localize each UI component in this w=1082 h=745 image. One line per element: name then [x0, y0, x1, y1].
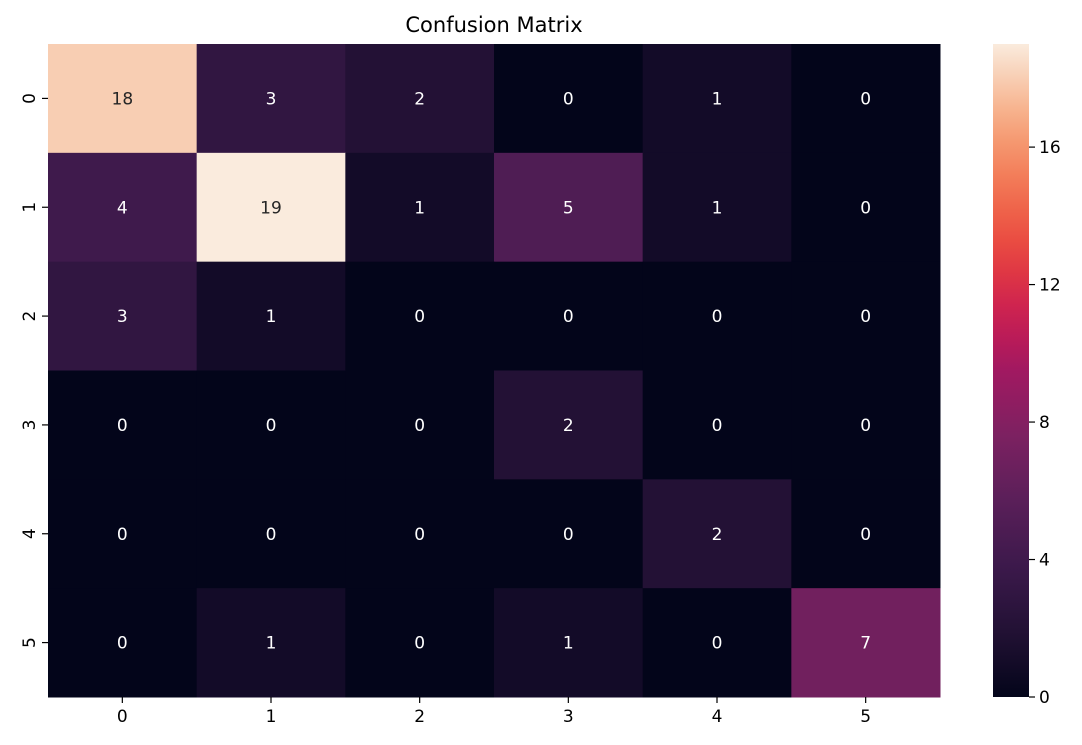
x-tick-label-5: 5	[860, 707, 871, 727]
cell-value-labels: 18 3 2 0 1 0 4 19 1 5 1 0 3 1 0 0 0 0 0 0 0 2 0 0 0 0 0 0 2 0 0 1 0 1 0 7	[112, 89, 872, 653]
heatmap-cell-4-0	[48, 479, 198, 589]
heatmap-cell-1-5	[791, 152, 941, 263]
heatmap-cell-1-3	[494, 152, 644, 263]
heatmap-cell-1-4	[642, 152, 792, 263]
heatmap-cell-0-5	[791, 44, 941, 154]
heatmap-cell-2-1	[196, 261, 346, 371]
heatmap-cell-0-3	[494, 44, 644, 154]
x-tick-label-3: 3	[563, 707, 574, 727]
heatmap-cell-2-4	[642, 261, 792, 371]
heatmap-cell-3-0	[48, 370, 198, 480]
heatmap-cell-0-2	[345, 44, 495, 154]
cell-value-1-0: 4	[117, 198, 128, 218]
heatmap-cell-0-1	[196, 44, 346, 154]
heatmap-cell-3-5	[791, 370, 941, 480]
heatmap-cell-5-4	[642, 588, 792, 698]
heatmap-cell-4-1	[196, 479, 346, 589]
heatmap-cell-5-0	[48, 588, 198, 698]
heatmap-cell-4-4	[642, 479, 792, 589]
colorbar: 0 4 8 12 16	[993, 44, 1061, 708]
cell-value-1-4: 1	[712, 198, 723, 218]
cell-value-1-3: 5	[563, 198, 574, 218]
heatmap-cell-3-2	[345, 370, 495, 480]
colorbar-gradient	[993, 44, 1029, 697]
heatmap-cell-3-3	[494, 370, 644, 480]
cell-value-4-2: 0	[414, 525, 425, 545]
cell-value-3-2: 0	[414, 416, 425, 436]
colorbar-tick-label-2: 8	[1039, 413, 1050, 433]
cell-value-3-3: 2	[563, 416, 574, 436]
x-tick-label-2: 2	[414, 707, 425, 727]
heatmap-cell-4-3	[494, 479, 644, 589]
heatmap-cell-3-4	[642, 370, 792, 480]
cell-value-4-4: 2	[712, 525, 723, 545]
heatmap-cell-2-2	[345, 261, 495, 371]
heatmap-cell-1-1	[196, 152, 346, 263]
heatmap-cell-3-1	[196, 370, 346, 480]
cell-value-5-1: 1	[266, 634, 277, 654]
colorbar-tick-label-1: 4	[1039, 551, 1050, 571]
cell-value-4-5: 0	[860, 525, 871, 545]
heatmap-cell-4-2	[345, 479, 495, 589]
cell-value-5-4: 0	[712, 634, 723, 654]
cell-value-0-0: 18	[112, 89, 134, 109]
heatmap-cells	[48, 44, 941, 698]
cell-value-3-5: 0	[860, 416, 871, 436]
cell-value-2-5: 0	[860, 307, 871, 327]
cell-value-3-1: 0	[266, 416, 277, 436]
colorbar-tick-label-3: 12	[1039, 276, 1061, 296]
cell-value-2-3: 0	[563, 307, 574, 327]
heatmap-cell-0-0	[48, 44, 198, 154]
heatmap-cell-1-2	[345, 152, 495, 263]
cell-value-2-1: 1	[266, 307, 277, 327]
heatmap-cell-5-1	[196, 588, 346, 698]
x-tick-label-0: 0	[117, 707, 128, 727]
cell-value-4-3: 0	[563, 525, 574, 545]
cell-value-1-2: 1	[414, 198, 425, 218]
heatmap-cell-1-0	[48, 152, 198, 263]
cell-value-2-4: 0	[712, 307, 723, 327]
cell-value-5-5: 7	[860, 634, 871, 654]
heatmap-cell-2-0	[48, 261, 198, 371]
y-tick-label-0: 0	[20, 93, 40, 104]
cell-value-0-2: 2	[414, 89, 425, 109]
cell-value-3-0: 0	[117, 416, 128, 436]
heatmap-cell-2-3	[494, 261, 644, 371]
cell-value-2-0: 3	[117, 307, 128, 327]
cell-value-4-0: 0	[117, 525, 128, 545]
y-tick-label-1: 1	[20, 202, 40, 213]
cell-value-0-1: 3	[266, 89, 277, 109]
cell-value-0-4: 1	[712, 89, 723, 109]
y-axis: 0 1 2 3 4 5	[20, 93, 48, 648]
x-axis: 0 1 2 3 4 5	[117, 697, 871, 727]
cell-value-0-3: 0	[563, 89, 574, 109]
heatmap-cell-5-2	[345, 588, 495, 698]
x-tick-label-1: 1	[266, 707, 277, 727]
colorbar-tick-label-4: 16	[1039, 138, 1061, 158]
cell-value-1-1: 19	[260, 198, 282, 218]
y-tick-label-2: 2	[20, 311, 40, 322]
cell-value-3-4: 0	[712, 416, 723, 436]
cell-value-2-2: 0	[414, 307, 425, 327]
cell-value-4-1: 0	[266, 525, 277, 545]
y-tick-label-3: 3	[20, 420, 40, 431]
chart-title: Confusion Matrix	[405, 13, 582, 37]
heatmap-cell-5-5	[791, 588, 941, 698]
x-tick-label-4: 4	[712, 707, 723, 727]
heatmap-cell-5-3	[494, 588, 644, 698]
heatmap-cell-4-5	[791, 479, 941, 589]
cell-value-1-5: 0	[860, 198, 871, 218]
heatmap-cell-2-5	[791, 261, 941, 371]
colorbar-tick-label-0: 0	[1039, 688, 1050, 708]
heatmap-cell-0-4	[642, 44, 792, 154]
cell-value-5-0: 0	[117, 634, 128, 654]
cell-value-5-2: 0	[414, 634, 425, 654]
y-tick-label-5: 5	[20, 637, 40, 648]
cell-value-5-3: 1	[563, 634, 574, 654]
cell-value-0-5: 0	[860, 89, 871, 109]
y-tick-label-4: 4	[20, 528, 40, 539]
